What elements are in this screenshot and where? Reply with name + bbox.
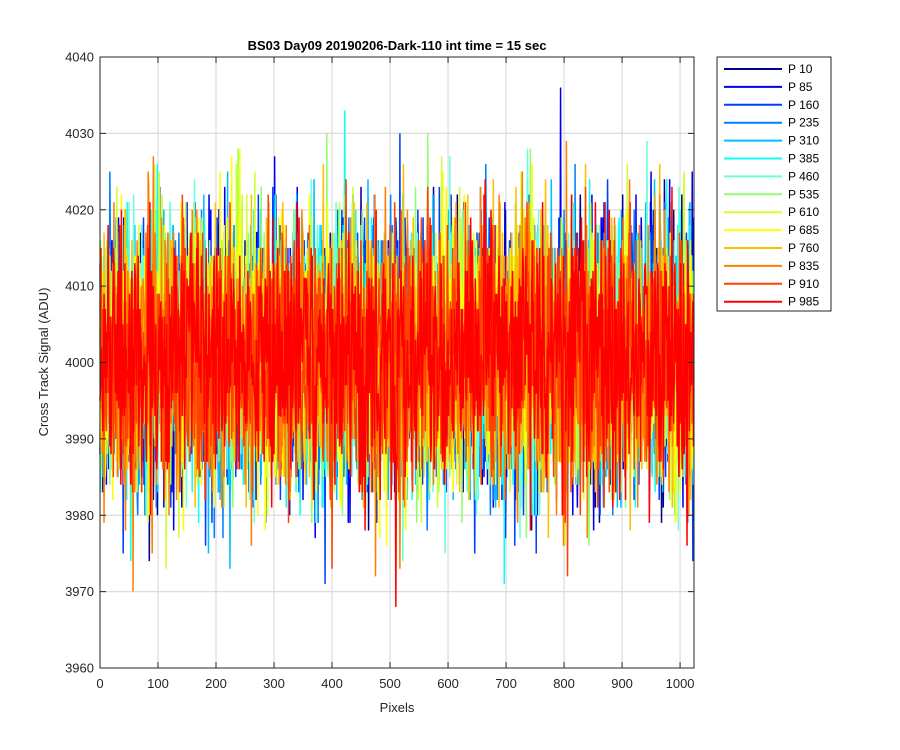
- x-tick-label: 600: [437, 676, 459, 691]
- legend-label: P 460: [788, 169, 819, 183]
- x-tick-label: 200: [205, 676, 227, 691]
- legend-item: P 610: [724, 205, 819, 219]
- y-tick-label: 3970: [65, 584, 94, 599]
- y-tick-label: 3980: [65, 508, 94, 523]
- legend-label: P 685: [788, 223, 819, 237]
- x-tick-label: 800: [553, 676, 575, 691]
- y-tick-label: 4020: [65, 202, 94, 217]
- legend-item: P 535: [724, 187, 819, 201]
- y-tick-label: 4030: [65, 126, 94, 141]
- legend: P 10 P 85 P 160 P 235 P 310 P 385 P 460 P 535 P …: [716, 56, 832, 312]
- x-tick-label: 0: [96, 676, 103, 691]
- legend-item: P 685: [724, 223, 819, 237]
- legend-label: P 910: [788, 277, 819, 291]
- legend-item: P 235: [724, 116, 819, 130]
- legend-label: P 535: [788, 187, 819, 201]
- series-lines: [99, 87, 695, 607]
- x-tick-label: 900: [611, 676, 633, 691]
- legend-item: P 460: [724, 169, 819, 183]
- x-tick-label: 700: [495, 676, 517, 691]
- y-tick-label: 4040: [65, 50, 94, 65]
- x-tick-label: 500: [379, 676, 401, 691]
- legend-label: P 610: [788, 205, 819, 219]
- legend-label: P 310: [788, 134, 819, 148]
- legend-label: P 760: [788, 241, 819, 255]
- legend-label: P 985: [788, 295, 819, 309]
- y-tick-label: 4000: [65, 355, 94, 370]
- legend-label: P 10: [788, 62, 813, 76]
- x-axis-title: Pixels: [380, 700, 415, 715]
- series-line-p-985: [99, 179, 695, 607]
- axis-ticks: 0 100 200 300 400 500 600 700 800 900 1000 3960 3970…: [65, 50, 694, 692]
- y-tick-label: 3990: [65, 431, 94, 446]
- legend-item: P 160: [724, 98, 819, 112]
- legend-item: P 10: [724, 62, 813, 76]
- legend-label: P 385: [788, 152, 819, 166]
- legend-item: P 985: [724, 295, 819, 309]
- legend-item: P 760: [724, 241, 819, 255]
- chart-title: BS03 Day09 20190206-Dark-110 int time = …: [248, 38, 547, 53]
- x-tick-label: 400: [321, 676, 343, 691]
- x-tick-label: 1000: [666, 676, 695, 691]
- legend-item: P 85: [724, 80, 813, 94]
- legend-item: P 835: [724, 259, 819, 273]
- legend-item: P 385: [724, 152, 819, 166]
- x-tick-label: 300: [263, 676, 285, 691]
- y-axis-title: Cross Track Signal (ADU): [36, 288, 51, 437]
- legend-label: P 235: [788, 116, 819, 130]
- y-tick-label: 4010: [65, 279, 94, 294]
- x-tick-label: 100: [147, 676, 169, 691]
- legend-item: P 310: [724, 134, 819, 148]
- legend-label: P 85: [788, 80, 813, 94]
- legend-label: P 160: [788, 98, 819, 112]
- legend-item: P 910: [724, 277, 819, 291]
- y-tick-label: 3960: [65, 661, 94, 676]
- legend-label: P 835: [788, 259, 819, 273]
- legend-box: [716, 56, 832, 312]
